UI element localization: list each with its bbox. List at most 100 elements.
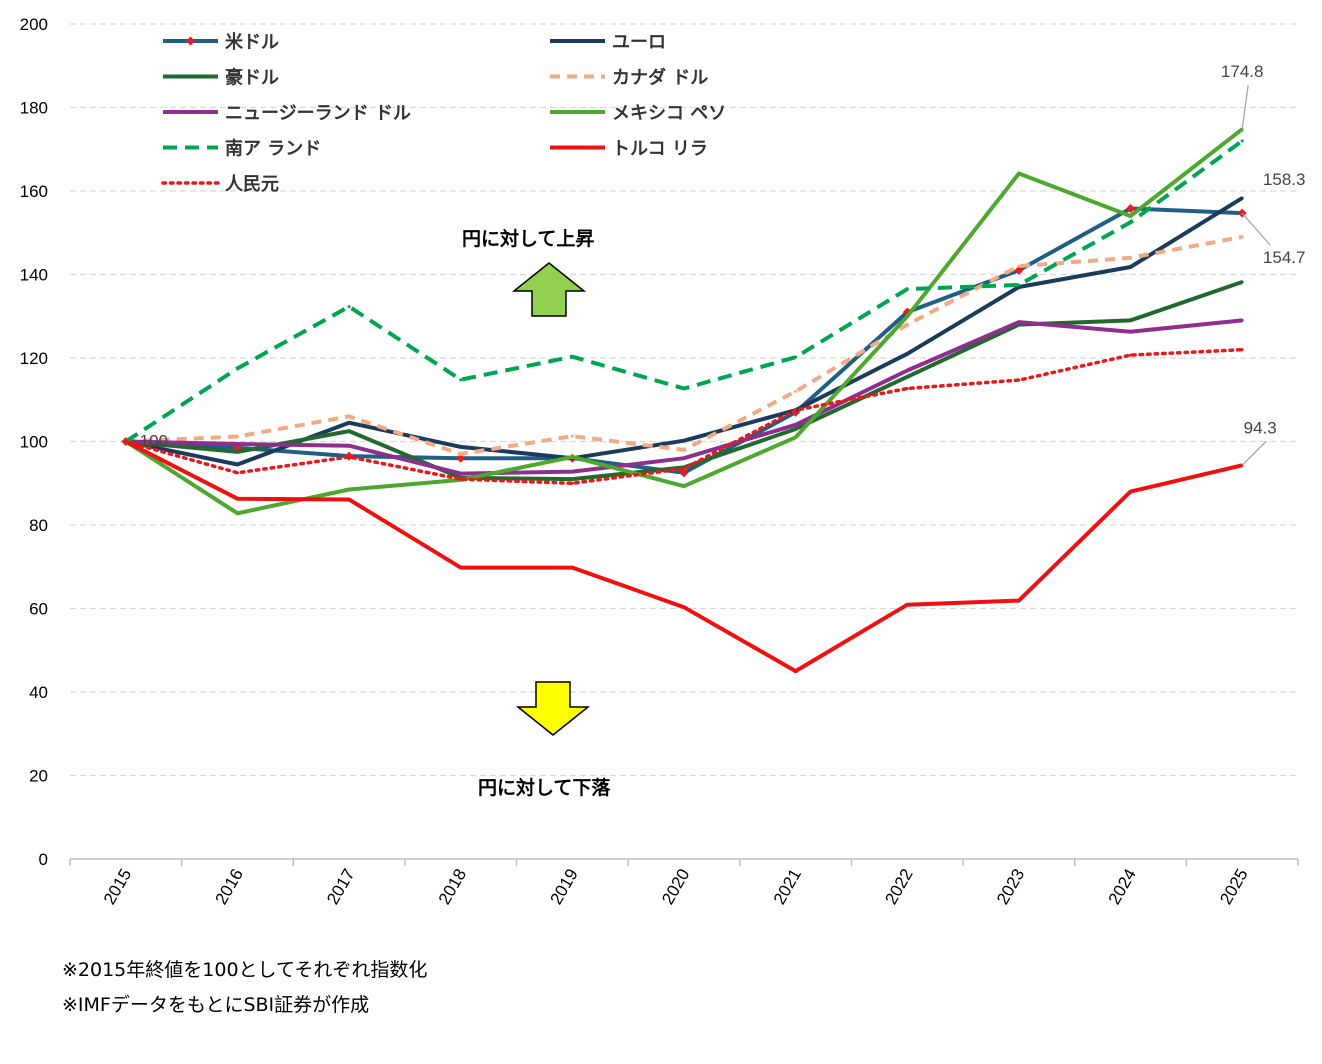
data-point — [1129, 256, 1133, 260]
legend-label: ユーロ — [612, 32, 666, 53]
x-tick-label: 2021 — [770, 866, 805, 908]
data-point — [905, 603, 909, 607]
legend-item-e58d97e382a220e383a9e383: 南ア ランド — [163, 138, 321, 160]
footnote-source: ※IMFデータをもとにSBI証券が作成 — [62, 994, 370, 1016]
data-label: 100 — [140, 432, 168, 451]
data-point — [1129, 330, 1133, 334]
data-point — [459, 477, 463, 481]
data-point — [235, 450, 239, 454]
data-point — [235, 511, 239, 515]
legend-item-e382abe3838ae3838020e383: カナダ ドル — [550, 67, 708, 89]
down-annotation-text: 円に対して下落 — [478, 776, 611, 799]
x-tick-label: 2025 — [1216, 866, 1251, 908]
data-point — [459, 445, 463, 449]
data-point — [1017, 171, 1021, 175]
data-point — [682, 448, 686, 452]
legend-label: 人民元 — [225, 174, 279, 195]
data-point — [347, 498, 351, 502]
x-tick-label: 2024 — [1105, 866, 1140, 908]
data-point — [235, 366, 239, 370]
data-label-leader — [1241, 85, 1249, 130]
y-tick-label: 60 — [29, 600, 48, 619]
data-point — [459, 378, 463, 382]
legend-label: 米ドル — [225, 31, 279, 53]
data-point — [1126, 204, 1136, 214]
data-point — [459, 472, 463, 476]
data-point — [347, 455, 351, 459]
y-tick-label: 0 — [39, 850, 48, 869]
x-tick-label: 2017 — [323, 866, 358, 908]
data-point — [794, 427, 798, 431]
data-point — [794, 435, 798, 439]
y-tick-label: 80 — [29, 516, 48, 535]
data-label: 158.3 — [1263, 170, 1306, 189]
x-tick-label: 2023 — [993, 866, 1028, 908]
series-e38388e383abe382b320e383 — [124, 439, 1244, 674]
data-label: 154.7 — [1263, 248, 1306, 267]
data-point — [1240, 318, 1244, 322]
data-point — [347, 421, 351, 425]
data-point — [347, 305, 351, 309]
data-point — [794, 423, 798, 427]
legend-item-e383a6e383bce383ad: ユーロ — [550, 32, 666, 53]
legend-item-e7b1b3e38389e383ab: 米ドル — [163, 31, 279, 53]
data-point — [1017, 320, 1021, 324]
data-point — [905, 386, 909, 390]
data-point — [905, 314, 909, 318]
up-annotation-text: 円に対して上昇 — [462, 227, 594, 250]
legend-item-e3838be383a5e383bce382b8: ニュージーランド ドル — [163, 103, 411, 124]
data-point — [347, 444, 351, 448]
data-label-leader — [1241, 440, 1267, 466]
data-point — [570, 481, 574, 485]
legend-label: カナダ ドル — [612, 67, 708, 89]
data-point — [1240, 280, 1244, 284]
data-point — [682, 456, 686, 460]
legend-marker — [186, 36, 195, 46]
series-line — [125, 234, 1243, 456]
series-line — [125, 206, 1243, 475]
y-tick-label: 160 — [20, 182, 48, 201]
data-point — [235, 462, 239, 466]
data-point — [1017, 599, 1021, 603]
data-point — [794, 408, 798, 412]
x-tick-label: 2020 — [658, 866, 693, 908]
data-point — [794, 389, 798, 393]
line-chart: 0 20 40 60 80 100 120 140 160 180 200 2015 2016 2017 2… — [20, 15, 1306, 908]
data-point — [347, 429, 351, 433]
data-point — [1240, 196, 1244, 200]
data-label: 174.8 — [1221, 62, 1264, 81]
legend-item-e4babae6b091e58583: 人民元 — [161, 174, 279, 195]
data-point — [124, 440, 128, 443]
data-point — [347, 488, 351, 492]
data-point — [905, 352, 909, 356]
data-point — [1240, 235, 1244, 239]
data-labels: 174.8 158.3 154.7 94.3 100 — [140, 62, 1306, 466]
data-point — [1017, 283, 1021, 287]
data-point — [235, 471, 239, 475]
series-e4babae6b091e58583 — [124, 347, 1244, 486]
y-tick-label: 200 — [20, 15, 48, 34]
data-point — [1129, 490, 1133, 494]
data-point — [456, 453, 466, 463]
data-point — [905, 323, 909, 327]
legend-label: メキシコ ペソ — [612, 103, 726, 124]
legend-label: 豪ドル — [225, 67, 279, 89]
legend-item-e383a1e382ade382b7e382b3: メキシコ ペソ — [550, 103, 726, 124]
data-point — [1129, 214, 1133, 218]
data-point — [570, 477, 574, 481]
y-tick-label: 180 — [20, 99, 48, 118]
data-point — [794, 355, 798, 359]
data-point — [794, 669, 798, 673]
data-point — [235, 497, 239, 501]
data-point — [235, 442, 239, 446]
legend-label: 南ア ランド — [225, 138, 321, 160]
up-arrow-icon — [511, 262, 587, 317]
data-point — [682, 467, 686, 471]
data-point — [682, 605, 686, 609]
series-e58d97e382a220e383a9e383 — [124, 139, 1244, 444]
direction-annotations: 円に対して上昇 円に対して下落 — [462, 227, 611, 799]
data-point — [235, 434, 239, 438]
data-point — [905, 375, 909, 379]
